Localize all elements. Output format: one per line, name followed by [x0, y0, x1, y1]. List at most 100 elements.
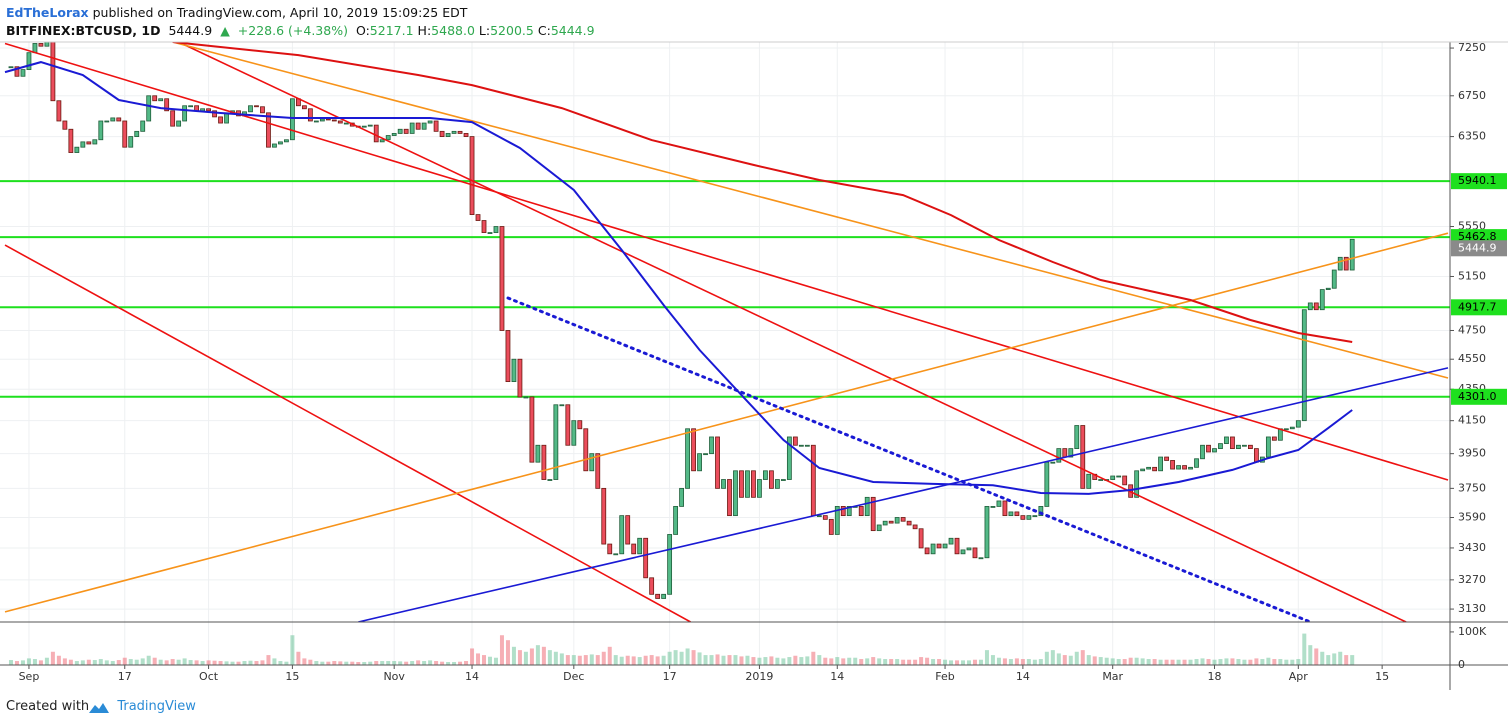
candle-body [487, 232, 493, 234]
ohlc-label: C: [537, 23, 551, 38]
volume-bar [1338, 651, 1343, 665]
volume-bar [1212, 659, 1217, 665]
candle-body [1080, 425, 1086, 489]
candle-body [337, 120, 343, 124]
volume-bar [1332, 653, 1337, 665]
volume-bar [1152, 659, 1157, 665]
volume-bar [577, 655, 582, 665]
volume-bar [266, 655, 271, 665]
candle-body [607, 543, 613, 555]
volume-bar [853, 657, 858, 665]
volume-bar [1206, 659, 1211, 665]
candle-body [8, 66, 14, 69]
volume-bar [1092, 656, 1097, 665]
brand[interactable]: TradingView [117, 699, 196, 714]
volume-bar [523, 651, 528, 665]
volume-bar [1254, 658, 1259, 665]
candle-body [541, 444, 547, 480]
volume-bar [972, 659, 977, 665]
volume-bar [571, 655, 576, 665]
volume-bar [218, 661, 223, 665]
candle-body [343, 122, 349, 125]
candle-body [1062, 448, 1068, 458]
x-tick-label: Nov [383, 670, 405, 683]
ohlc-label: H: [417, 23, 432, 38]
candle-body [565, 404, 571, 446]
volume-bar [278, 661, 283, 665]
candle-body [972, 547, 978, 559]
candle-body [715, 436, 720, 489]
candle-body [619, 515, 625, 555]
volume-bar [1062, 655, 1067, 665]
candle-body [1140, 468, 1146, 472]
candle-body [1218, 443, 1223, 450]
candle-body [792, 436, 798, 446]
candle-body [38, 43, 44, 47]
candle-body [1032, 515, 1038, 518]
volume-bar [1044, 651, 1049, 665]
volume-bar [823, 657, 828, 665]
candle-body [116, 117, 122, 122]
y-tick-label: 4150 [1458, 414, 1486, 427]
volume-bar [619, 656, 624, 665]
candle-body [1349, 238, 1355, 271]
candle-body [1331, 269, 1337, 289]
volume-bar [919, 657, 924, 665]
volume-bar [607, 646, 612, 665]
y-tick-label: 3750 [1458, 481, 1486, 494]
volume-bar [1170, 659, 1175, 665]
volume-bar [1056, 653, 1061, 665]
volume-bar [1014, 658, 1019, 665]
volume-bar [380, 661, 385, 665]
candle-body [517, 358, 523, 398]
x-tick-label: Oct [199, 670, 219, 683]
candle-body [1002, 500, 1008, 517]
candle-body [122, 120, 128, 148]
volume-bar [775, 657, 780, 665]
trend-line [358, 367, 1449, 622]
y-tick-label: 6350 [1458, 130, 1486, 143]
ohlc: O:5217.1 H:5488.0 L:5200.5 C:5444.9 [356, 23, 599, 38]
candle-body [1020, 515, 1026, 520]
volume-bar [637, 657, 642, 665]
volume-bar [583, 655, 588, 665]
volume-bar [56, 655, 61, 665]
volume-bar [589, 654, 594, 665]
candle-body [290, 98, 295, 141]
candle-body [188, 105, 194, 108]
volume-bar [1164, 659, 1169, 665]
candle-body [858, 506, 864, 517]
volume-bar [1158, 659, 1163, 665]
x-tick-label: 15 [1375, 670, 1389, 683]
change-arrow: ▲ [220, 23, 230, 38]
volume-bar [110, 661, 115, 665]
volume-bar [535, 645, 540, 665]
candle-body [212, 110, 217, 118]
author[interactable]: EdTheLorax [6, 5, 89, 20]
x-tick-label: 18 [1207, 670, 1221, 683]
candle-body [966, 547, 972, 551]
candle-body [613, 553, 619, 556]
volume-bar [1104, 657, 1109, 665]
volume-bar [655, 656, 660, 665]
y-tick-label: 3130 [1458, 602, 1486, 615]
volume-bar [829, 658, 834, 665]
x-tick-label: 14 [830, 670, 844, 683]
volume-bar [350, 661, 355, 665]
candle-body [655, 593, 661, 599]
x-tick-label: 17 [118, 670, 132, 683]
candle-body [1230, 436, 1235, 450]
candle-body [319, 118, 325, 122]
candle-body [637, 537, 643, 555]
candle-body [727, 479, 732, 517]
volume-bar [86, 659, 91, 665]
candle-body [769, 470, 774, 489]
candle-body [1110, 475, 1116, 480]
volume-bar [1314, 648, 1319, 665]
volume-bar [697, 652, 702, 665]
volume-bar [1230, 658, 1235, 665]
volume-bar [715, 654, 720, 665]
volume-bar [966, 660, 971, 665]
ohlc-value: 5217.1 [369, 23, 414, 38]
candle-body [948, 537, 954, 545]
